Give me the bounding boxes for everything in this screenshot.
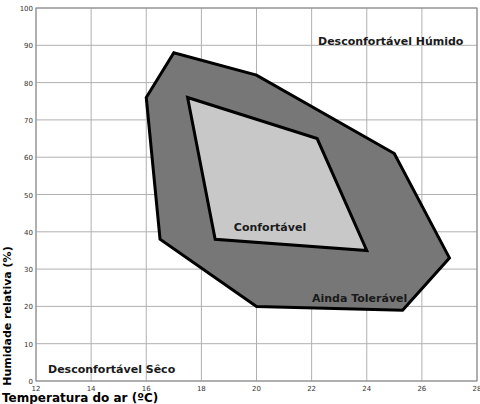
y-tick-label: 60: [24, 154, 33, 162]
grid-line-y: [36, 343, 477, 344]
chart-svg: 1214161820222426280102030405060708090100…: [0, 0, 480, 404]
y-tick-label: 70: [24, 117, 33, 125]
y-tick-label: 0: [29, 378, 33, 386]
x-tick-label: 22: [307, 385, 316, 393]
x-tick-label: 18: [197, 385, 206, 393]
region-polygon: [188, 98, 367, 251]
x-tick-label: 24: [362, 385, 371, 393]
y-tick-label: 90: [24, 42, 33, 50]
x-tick-label: 26: [417, 385, 426, 393]
chart-container: 1214161820222426280102030405060708090100…: [0, 0, 480, 404]
region-label: Desconfortável Húmido: [318, 35, 464, 48]
regions: [146, 53, 449, 310]
y-tick-label: 50: [24, 192, 33, 200]
x-axis-title: Temperatura do ar (ºC): [2, 391, 158, 404]
x-tick-label: 20: [252, 385, 261, 393]
y-axis-title: Humidade relativa (%): [1, 246, 14, 385]
region-label: Confortável: [234, 221, 306, 234]
y-tick-label: 10: [24, 341, 33, 349]
region-label: Ainda Tolerável: [312, 292, 407, 305]
y-tick-label: 100: [20, 5, 33, 13]
y-tick-label: 30: [24, 266, 33, 274]
plot-frame: [36, 8, 477, 381]
y-tick-label: 20: [24, 303, 33, 311]
region-polygon: [146, 53, 449, 310]
y-tick-label: 40: [24, 229, 33, 237]
x-tick-label: 28: [473, 385, 480, 393]
plot-background: [36, 8, 477, 381]
y-tick-label: 80: [24, 80, 33, 88]
region-label: Desconfortável Sêco: [48, 363, 176, 376]
